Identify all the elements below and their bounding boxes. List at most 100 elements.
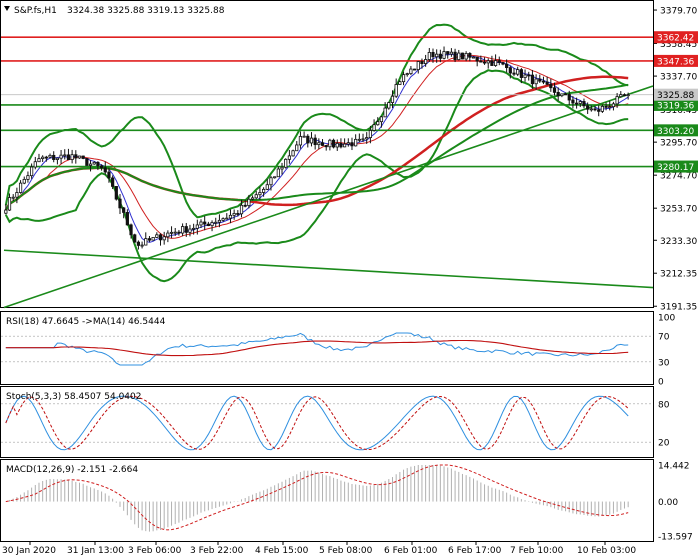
candle-body <box>287 155 291 160</box>
moving-averages <box>4 53 629 243</box>
candle-body <box>427 52 431 60</box>
candle-body <box>365 137 369 140</box>
candle-body <box>626 94 630 97</box>
main-price-pane[interactable] <box>0 0 654 308</box>
candle-body <box>4 209 8 214</box>
candle-body <box>394 84 398 97</box>
candle-body <box>431 52 435 58</box>
stochastic-lines <box>5 395 629 451</box>
price-candles <box>4 46 630 250</box>
horizontal-levels[interactable] <box>1 36 653 168</box>
candle-body <box>44 156 48 159</box>
time-tick-label: 10 Feb 03:00 <box>577 546 636 556</box>
price-tick-label: 3191.35 <box>660 303 697 313</box>
candle-body <box>74 154 78 159</box>
candle-body <box>298 136 303 146</box>
time-tick-label: 30 Jan 2020 <box>2 546 56 556</box>
candle-body <box>331 139 336 148</box>
candle-body <box>575 102 579 105</box>
candle-body <box>313 137 317 146</box>
level-tag[interactable] <box>654 160 698 173</box>
trendline <box>3 249 654 289</box>
candle-body <box>239 204 244 215</box>
candle-body <box>184 226 188 233</box>
candle-body <box>479 60 483 63</box>
candle-body <box>155 234 159 238</box>
candle-body <box>11 196 15 199</box>
rsi-header: RSI(18) 47.6645 ->MA(14) 46.5444 <box>6 317 166 327</box>
candle-body <box>335 142 339 148</box>
candle-body <box>376 121 380 126</box>
rsi-levels <box>1 335 653 363</box>
level-tag[interactable] <box>654 54 698 67</box>
candle-body <box>30 166 34 177</box>
candle-body <box>99 165 104 169</box>
level-tag[interactable] <box>654 124 698 137</box>
candle-body <box>438 53 442 59</box>
candle-body <box>324 145 328 148</box>
symbol-label: S&P.fs,H1 <box>14 6 57 16</box>
candle-body <box>343 143 347 148</box>
candle-body <box>339 142 343 148</box>
time-tick-label: 3 Feb 06:00 <box>128 546 182 556</box>
time-tick-label: 31 Jan 13:00 <box>67 546 124 556</box>
rsi-tick-label: 100 <box>658 314 675 324</box>
candle-body <box>48 154 52 158</box>
candle-body <box>523 74 527 78</box>
candle-body <box>435 53 439 58</box>
candle-body <box>306 135 310 144</box>
candle-body <box>151 237 155 241</box>
candle-body <box>471 56 476 59</box>
candle-body <box>133 234 137 243</box>
candle-body <box>608 106 612 109</box>
ohlc-readout: 3324.38 3325.88 3319.13 3325.88 <box>67 6 225 16</box>
price-tick-label: 3295.70 <box>660 139 697 149</box>
candle-body <box>140 244 144 247</box>
stoch-axis: 80 20 <box>658 400 670 448</box>
level-tag[interactable] <box>654 98 698 111</box>
candle-body <box>125 212 129 226</box>
candle-body <box>225 217 229 220</box>
candle-body <box>55 157 59 160</box>
candle-body <box>243 204 247 207</box>
price-tick-label: 3358.45 <box>660 40 697 50</box>
candle-body <box>582 101 586 107</box>
level-tags[interactable]: 3362.42 3347.36 3319.36 3303.20 3280.17 3325.… <box>654 31 698 173</box>
candle-body <box>449 51 454 55</box>
macd-tick-label: 14.442 <box>658 462 690 472</box>
candle-body <box>328 139 332 148</box>
candle-body <box>482 61 487 64</box>
candle-body <box>269 177 273 186</box>
candle-body <box>81 155 85 159</box>
candle-body <box>600 105 604 112</box>
candle-body <box>214 221 218 224</box>
macd-axis: 14.442 0.00 -13.597 <box>658 462 693 543</box>
price-tick-label: 3274.70 <box>660 172 697 182</box>
level-tag[interactable] <box>654 31 698 44</box>
candle-body <box>302 135 306 138</box>
candle-body <box>534 78 538 85</box>
candle-body <box>206 223 210 227</box>
candle-body <box>357 138 361 141</box>
candle-body <box>405 73 409 76</box>
rsi-tick-label: 0 <box>658 378 664 388</box>
candle-body <box>567 94 571 101</box>
candle-body <box>464 52 468 60</box>
candle-body <box>265 184 269 190</box>
candle-body <box>118 198 122 209</box>
candle-body <box>217 219 222 223</box>
chevron-down-icon[interactable] <box>4 6 10 11</box>
candle-body <box>166 232 170 238</box>
candle-body <box>66 154 71 161</box>
candle-body <box>70 154 74 161</box>
stochastic-pane[interactable] <box>0 386 654 458</box>
candle-body <box>192 227 196 230</box>
price-tick-label: 3253.70 <box>660 205 697 215</box>
candle-body <box>604 105 608 108</box>
candle-body <box>361 138 365 141</box>
candle-body <box>460 52 465 60</box>
macd-histogram <box>9 465 629 532</box>
candle-body <box>254 194 258 199</box>
candle-body <box>169 231 174 234</box>
